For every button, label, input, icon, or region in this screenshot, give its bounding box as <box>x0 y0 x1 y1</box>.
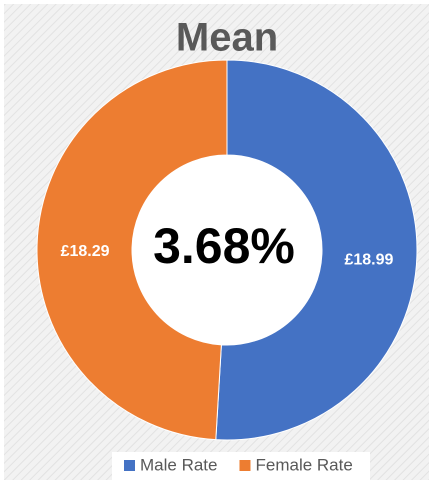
legend-swatch <box>124 460 135 471</box>
legend-label: Female Rate <box>255 455 352 474</box>
legend-swatch <box>239 460 251 471</box>
data-label: £18.99 <box>344 251 393 268</box>
legend-label: Male Rate <box>140 455 217 474</box>
data-label: £18.29 <box>61 243 110 260</box>
chart-title: Mean <box>176 16 278 60</box>
center-label: 3.68% <box>153 218 295 274</box>
donut-hole <box>132 155 322 345</box>
